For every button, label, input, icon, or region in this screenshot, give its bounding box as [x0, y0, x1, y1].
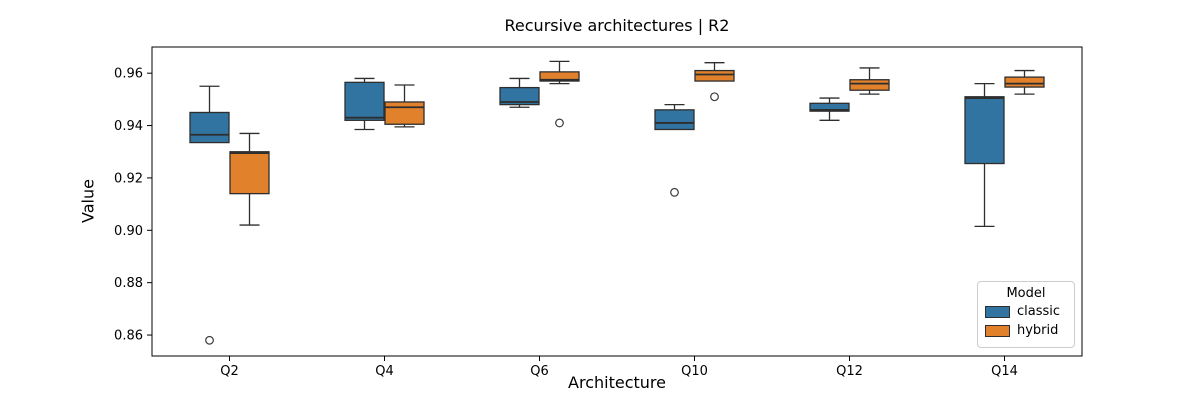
legend-label-hybrid: hybrid [1017, 323, 1059, 338]
y-tick-label: 0.96 [114, 67, 143, 82]
chart-title: Recursive architectures | R2 [504, 16, 730, 35]
outlier-hybrid-Q10 [710, 92, 719, 102]
y-tick-label: 0.86 [114, 329, 143, 344]
legend-title: Model [1006, 286, 1046, 301]
legend-item-hybrid: hybrid [985, 323, 1067, 338]
y-tick-label: 0.88 [114, 276, 143, 291]
box-classic-Q12 [809, 102, 850, 112]
outlier-classic-Q2 [205, 335, 214, 345]
x-tick-label: Q4 [375, 364, 394, 379]
y-tick-label: 0.94 [114, 119, 143, 134]
x-tick-label: Q2 [220, 364, 239, 379]
legend: Model classic hybrid [977, 281, 1075, 348]
x-tick-label: Q10 [681, 364, 708, 379]
outlier-classic-Q10 [670, 187, 679, 197]
box-hybrid-Q10 [694, 69, 735, 82]
box-classic-Q14 [964, 96, 1005, 165]
box-classic-Q6 [499, 86, 540, 106]
outlier-hybrid-Q6 [555, 118, 564, 128]
x-axis-label: Architecture [568, 373, 666, 392]
axes-frame [151, 46, 1083, 357]
box-classic-Q10 [654, 109, 695, 131]
y-tick-label: 0.92 [114, 171, 143, 186]
legend-swatch-classic [985, 305, 1010, 318]
box-hybrid-Q12 [849, 79, 890, 91]
y-tick-label: 0.90 [114, 224, 143, 239]
x-tick-label: Q14 [991, 364, 1018, 379]
legend-swatch-hybrid [985, 324, 1010, 337]
x-tick-label: Q12 [836, 364, 863, 379]
box-classic-Q2 [189, 111, 230, 144]
box-hybrid-Q2 [229, 151, 270, 195]
box-classic-Q4 [344, 81, 385, 121]
y-axis-label: Value [78, 179, 98, 223]
box-hybrid-Q6 [539, 71, 580, 82]
legend-item-classic: classic [985, 304, 1067, 319]
legend-label-classic: classic [1017, 304, 1061, 319]
x-tick-label: Q6 [530, 364, 549, 379]
box-hybrid-Q4 [384, 101, 425, 125]
box-hybrid-Q14 [1004, 76, 1045, 88]
